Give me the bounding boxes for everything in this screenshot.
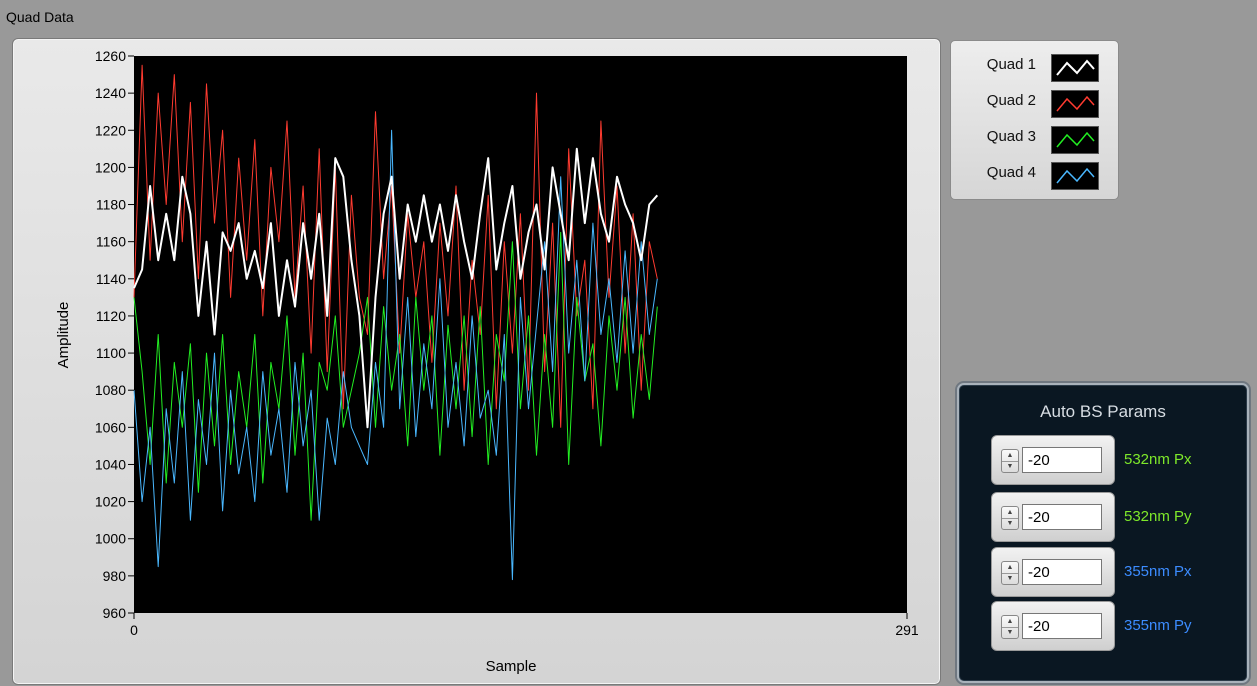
532nm-px-control[interactable]: ▲ ▼ -20	[991, 435, 1115, 485]
y-tick-label: 1100	[96, 345, 126, 361]
355nm-py-control[interactable]: ▲ ▼ -20	[991, 601, 1115, 651]
x-axis-label: Sample	[486, 658, 537, 675]
increment-arrow-icon[interactable]: ▲	[1002, 507, 1018, 519]
decrement-arrow-icon[interactable]: ▼	[1006, 520, 1014, 527]
y-tick-label: 1000	[95, 531, 126, 547]
decrement-arrow-icon[interactable]: ▼	[1006, 629, 1014, 636]
532nm-py-input[interactable]: -20	[1022, 504, 1102, 530]
legend-item-quad-4[interactable]: Quad 4	[951, 153, 1118, 190]
waveform-graph[interactable]: 960 980 1000 1020 1040 1060 1080 1100 1120 1140 11…	[12, 38, 941, 685]
legend-label: Quad 1	[986, 56, 1036, 73]
legend-item-quad-1[interactable]: Quad 1	[951, 45, 1118, 82]
line-style-icon[interactable]	[1051, 162, 1099, 190]
plot-legend[interactable]: Quad 1 Quad 2 Quad 3 Quad 4	[950, 40, 1119, 200]
legend-label: Quad 2	[986, 92, 1036, 109]
y-axis-label: Amplitude	[55, 302, 72, 369]
decrement-arrow-icon[interactable]: ▼	[1006, 575, 1014, 582]
increment-decrement-spinner[interactable]: ▲ ▼	[1001, 615, 1019, 639]
panel-title: Quad Data	[6, 9, 74, 25]
532nm-py-label: 532nm Py	[1124, 508, 1192, 525]
y-tick-label: 1200	[95, 159, 126, 175]
x-tick-label: 291	[895, 622, 919, 638]
plot-svg: 960 980 1000 1020 1040 1060 1080 1100 1120 1140 11…	[55, 48, 919, 675]
increment-decrement-spinner[interactable]: ▲ ▼	[1001, 561, 1019, 585]
355nm-py-input[interactable]: -20	[1022, 613, 1102, 639]
y-tick-label: 960	[103, 605, 127, 621]
355nm-px-input[interactable]: -20	[1022, 559, 1102, 585]
y-tick-label: 1080	[95, 382, 126, 398]
series-line-quad-1	[133, 147, 659, 429]
532nm-px-input[interactable]: -20	[1022, 447, 1102, 473]
line-style-icon[interactable]	[1051, 54, 1099, 82]
y-tick-label: 1260	[95, 48, 126, 64]
y-tick-label: 1240	[95, 85, 126, 101]
legend-label: Quad 3	[986, 128, 1036, 145]
increment-arrow-icon[interactable]: ▲	[1002, 562, 1018, 574]
355nm-px-label: 355nm Px	[1124, 563, 1192, 580]
y-tick-label: 980	[103, 568, 127, 584]
y-tick-label: 1160	[96, 234, 126, 250]
y-tick-label: 1140	[96, 271, 126, 287]
532nm-py-control[interactable]: ▲ ▼ -20	[991, 492, 1115, 542]
legend-item-quad-2[interactable]: Quad 2	[951, 81, 1118, 118]
y-tick-label: 1180	[96, 197, 126, 213]
legend-label: Quad 4	[986, 164, 1036, 181]
y-tick-label: 1220	[95, 122, 126, 138]
plot-area[interactable]	[134, 56, 907, 613]
series-line-quad-3	[133, 231, 658, 521]
series-line-quad-4	[133, 129, 658, 581]
532nm-px-label: 532nm Px	[1124, 451, 1192, 468]
line-style-icon[interactable]	[1051, 90, 1099, 118]
increment-decrement-spinner[interactable]: ▲ ▼	[1001, 506, 1019, 530]
y-tick-label: 1020	[95, 494, 126, 510]
legend-item-quad-3[interactable]: Quad 3	[951, 117, 1118, 154]
y-tick-label: 1120	[96, 308, 126, 324]
355nm-py-label: 355nm Py	[1124, 617, 1192, 634]
increment-decrement-spinner[interactable]: ▲ ▼	[1001, 449, 1019, 473]
line-style-icon[interactable]	[1051, 126, 1099, 154]
355nm-px-control[interactable]: ▲ ▼ -20	[991, 547, 1115, 597]
params-title: Auto BS Params	[1040, 402, 1166, 421]
increment-arrow-icon[interactable]: ▲	[1002, 450, 1018, 462]
increment-arrow-icon[interactable]: ▲	[1002, 616, 1018, 628]
auto-bs-params-cluster: Auto BS Params ▲ ▼ -20 532nm Px ▲ ▼ -20 …	[957, 383, 1249, 683]
y-tick-label: 1040	[95, 456, 126, 472]
x-tick-label: 0	[130, 622, 138, 638]
y-tick-label: 1060	[95, 419, 126, 435]
decrement-arrow-icon[interactable]: ▼	[1006, 463, 1014, 470]
